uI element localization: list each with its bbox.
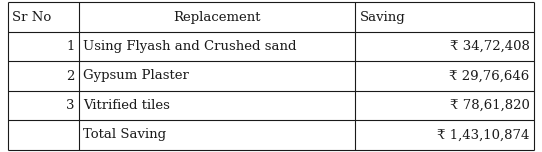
- Text: ₹ 29,76,646: ₹ 29,76,646: [449, 69, 530, 83]
- Text: ₹ 1,43,10,874: ₹ 1,43,10,874: [437, 128, 530, 142]
- Text: 3: 3: [66, 99, 75, 112]
- Text: 2: 2: [66, 69, 75, 83]
- Text: Vitrified tiles: Vitrified tiles: [83, 99, 170, 112]
- Text: Gypsum Plaster: Gypsum Plaster: [83, 69, 189, 83]
- Text: Using Flyash and Crushed sand: Using Flyash and Crushed sand: [83, 40, 297, 53]
- Text: Saving: Saving: [359, 10, 405, 24]
- Text: Sr No: Sr No: [12, 10, 51, 24]
- Text: Total Saving: Total Saving: [83, 128, 166, 142]
- Text: ₹ 78,61,820: ₹ 78,61,820: [450, 99, 530, 112]
- Text: Replacement: Replacement: [173, 10, 261, 24]
- Text: 1: 1: [66, 40, 75, 53]
- Text: ₹ 34,72,408: ₹ 34,72,408: [450, 40, 530, 53]
